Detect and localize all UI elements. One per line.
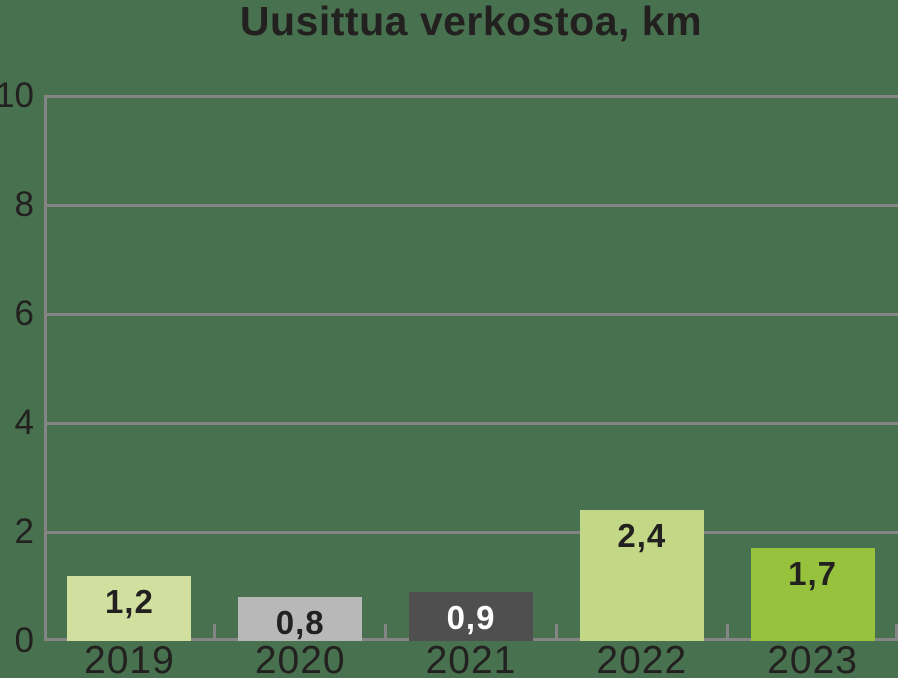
- x-axis-tick: [384, 624, 388, 641]
- x-axis-tick: [725, 624, 729, 641]
- x-tick-label: 2020: [254, 639, 346, 682]
- y-tick-label: 0: [14, 621, 34, 660]
- bar-value-label: 2,4: [617, 517, 667, 555]
- y-tick-label: 8: [14, 185, 34, 224]
- gridline: [44, 203, 898, 207]
- y-tick-label: 4: [14, 403, 34, 442]
- gridline: [44, 421, 898, 425]
- y-tick-label: 6: [14, 294, 34, 333]
- gridline: [44, 530, 898, 534]
- y-axis-labels: 0 2 4 6 8 10: [0, 78, 34, 659]
- bar: 1,7: [750, 548, 875, 641]
- y-tick-label: 10: [0, 76, 34, 115]
- chart-title: Uusittua verkostoa, km: [239, 0, 703, 44]
- x-axis-tick: [895, 624, 898, 641]
- bar-value-label: 0,9: [446, 598, 496, 636]
- x-tick-label: 2023: [767, 639, 858, 682]
- gridline: [44, 94, 898, 98]
- x-axis-tick: [213, 624, 217, 641]
- bar-value-label: 1,7: [788, 555, 838, 593]
- bar-value-label: 0,8: [275, 604, 325, 642]
- bar: 0,9: [409, 591, 533, 641]
- x-tick-label: 2022: [596, 639, 688, 682]
- bar: 2,4: [579, 510, 704, 641]
- bar: 1,2: [67, 575, 192, 641]
- x-tick-label: 2019: [84, 639, 175, 682]
- gridline: [44, 312, 898, 316]
- bar-value-label: 1,2: [104, 582, 154, 620]
- x-axis-labels: 2019 2020 2021 2022 2023: [44, 639, 898, 682]
- bar: 0,8: [238, 597, 363, 642]
- y-axis-line: [44, 96, 47, 641]
- plot-area: 1,2 0,8 0,9 2,4 1,7: [44, 94, 898, 642]
- x-tick-label: 2021: [425, 639, 517, 682]
- y-tick-label: 2: [14, 512, 34, 551]
- x-axis-tick: [554, 624, 558, 641]
